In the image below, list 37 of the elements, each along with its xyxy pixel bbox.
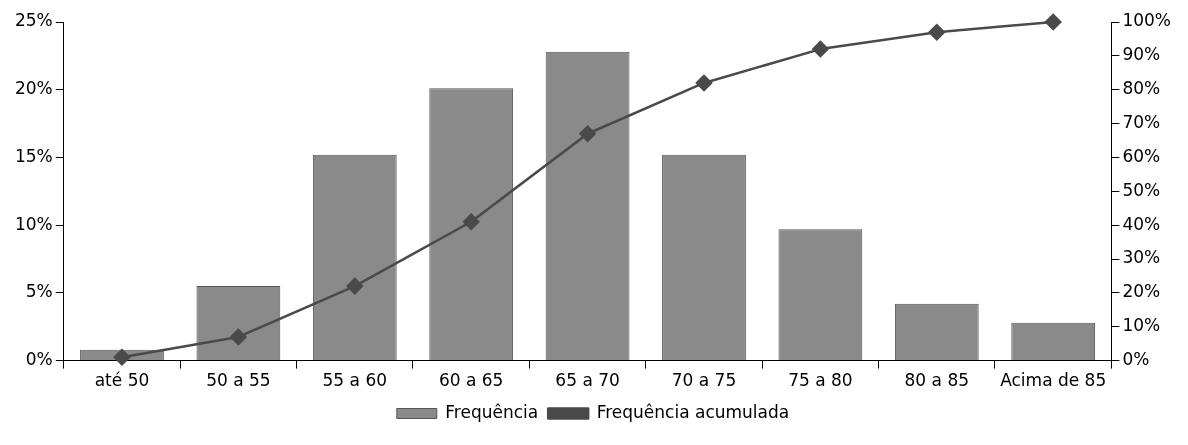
y2-tick-label: 60%: [1122, 145, 1161, 166]
x-tick-label: Acima de 85: [1000, 370, 1107, 391]
point: [346, 277, 364, 295]
x-tick-label: 60 a 65: [438, 370, 504, 391]
y-tick-label: 15%: [14, 145, 53, 166]
y2-tick-label: 50%: [1122, 179, 1161, 200]
legend-label: Frequência: [445, 401, 539, 422]
y-tick-label: 20%: [14, 78, 53, 99]
y2-tick-label: 90%: [1122, 44, 1161, 65]
y2-tick-label: 10%: [1122, 315, 1161, 336]
x-tick-label: 65 a 70: [555, 370, 620, 391]
y2-tick-label: 100%: [1122, 10, 1172, 31]
point: [928, 23, 946, 41]
y-tick-label: 5%: [25, 281, 53, 302]
x-tick-label: até 50: [94, 370, 150, 391]
y2-tick-label: 30%: [1122, 247, 1161, 268]
y2-tick-label: 0%: [1122, 349, 1150, 370]
x-tick-label: 70 a 75: [671, 370, 737, 391]
x-tick-label: 75 a 80: [788, 370, 853, 391]
y-tick-label: 25%: [14, 10, 53, 31]
legend-label: Frequência acumulada: [596, 401, 790, 422]
point: [230, 328, 247, 346]
point: [113, 348, 131, 366]
point: [579, 125, 596, 142]
y2-tick-label: 20%: [1122, 281, 1161, 302]
point: [812, 40, 829, 58]
y-tick-label: 0%: [25, 349, 53, 370]
x-tick-label: 80 a 85: [904, 370, 970, 391]
y2-tick-label: 70%: [1122, 112, 1161, 132]
point: [695, 74, 713, 92]
y2-tick-label: 80%: [1122, 78, 1161, 99]
point: [1044, 13, 1062, 31]
x-tick-label: 50 a 55: [206, 370, 271, 391]
x-tick-label: 55 a 60: [322, 370, 388, 391]
y-tick-label: 10%: [14, 213, 53, 234]
y2-tick-label: 40%: [1122, 213, 1161, 234]
point: [462, 213, 480, 231]
